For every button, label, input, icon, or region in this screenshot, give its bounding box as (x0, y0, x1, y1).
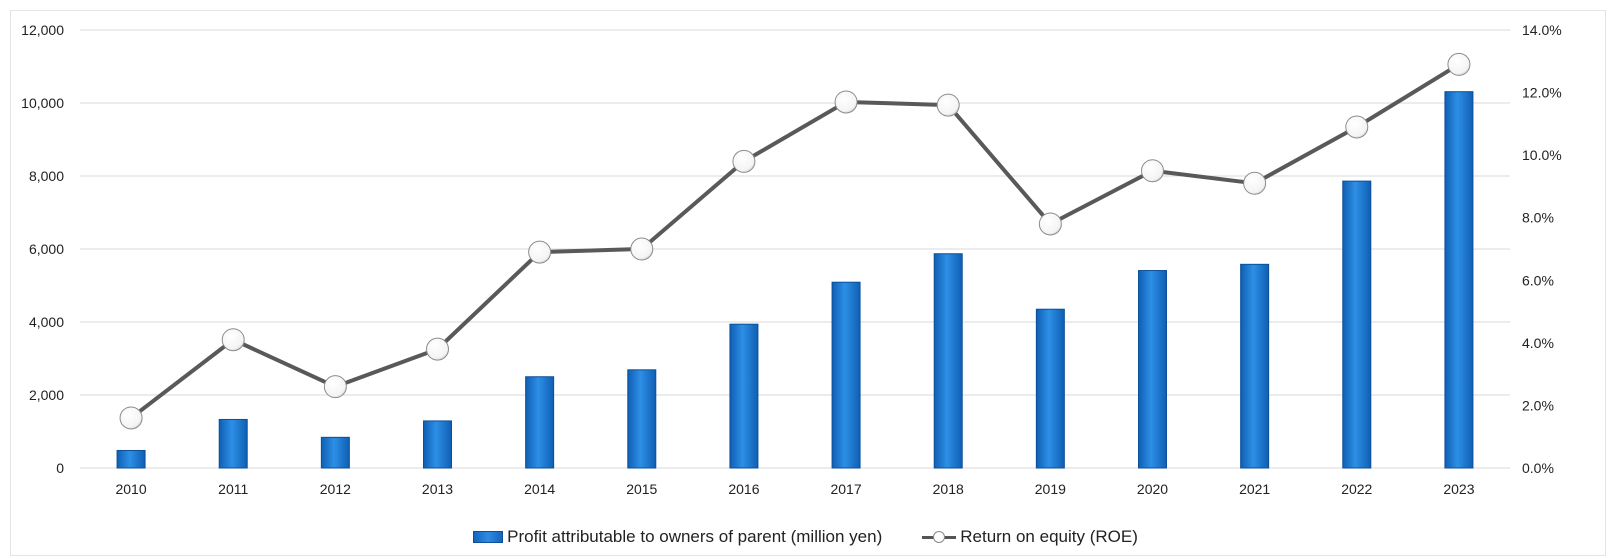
bar (525, 376, 555, 469)
left-tick-label: 4,000 (29, 314, 64, 330)
roe-point (426, 337, 449, 361)
bar (1444, 91, 1474, 469)
x-tick-label: 2019 (1035, 481, 1066, 497)
legend-label-roe: Return on equity (ROE) (960, 527, 1138, 546)
x-tick-label: 2023 (1443, 481, 1474, 497)
bar (320, 436, 350, 469)
right-tick-label: 12.0% (1522, 85, 1562, 101)
x-tick-label: 2022 (1341, 481, 1372, 497)
bar (218, 418, 248, 469)
legend-item-profit: Profit attributable to owners of parent … (473, 527, 882, 547)
legend-line-swatch (922, 530, 957, 544)
x-tick-label: 2010 (115, 481, 146, 497)
legend: Profit attributable to owners of parent … (0, 527, 1611, 547)
bar (1138, 270, 1167, 469)
roe-point (323, 375, 347, 399)
left-tick-label: 10,000 (21, 95, 64, 111)
bar (116, 449, 146, 469)
right-tick-label: 8.0% (1522, 210, 1554, 226)
roe-point (1447, 52, 1471, 76)
roe-point (630, 237, 654, 261)
right-tick-label: 2.0% (1522, 397, 1554, 413)
x-tick-label: 2016 (728, 481, 759, 497)
x-axis-ticks: 2010 2011 2012 2013 2014 2015 2016 2017 2018 2019… (115, 481, 1474, 497)
right-tick-label: 6.0% (1522, 272, 1554, 288)
roe-point (936, 93, 960, 117)
x-tick-label: 2012 (320, 481, 351, 497)
bar (729, 323, 759, 469)
x-tick-label: 2011 (218, 481, 248, 497)
roe-point (1345, 115, 1369, 139)
left-axis-ticks: 0 2,000 4,000 6,000 8,000 10,000 12,000 (21, 22, 64, 476)
roe-line (129, 62, 1460, 420)
x-tick-label: 2020 (1137, 481, 1168, 497)
gridlines (80, 29, 1510, 469)
x-tick-label: 2014 (524, 481, 555, 497)
roe-point (732, 149, 756, 173)
right-axis-ticks: 0.0% 2.0% 4.0% 6.0% 8.0% 10.0% 12.0% 14.0% (1522, 22, 1562, 476)
bar (1342, 180, 1372, 469)
roe-point (1038, 212, 1062, 236)
roe-point (1141, 159, 1164, 183)
bar (831, 281, 861, 469)
bar-series (116, 91, 1474, 469)
legend-item-roe: Return on equity (ROE) (922, 527, 1138, 547)
x-tick-label: 2013 (422, 481, 453, 497)
x-tick-label: 2015 (626, 481, 657, 497)
chart-frame (10, 10, 1606, 556)
left-tick-label: 0 (56, 460, 64, 476)
bar (423, 420, 452, 469)
bar (627, 369, 657, 469)
x-tick-label: 2017 (830, 481, 861, 497)
legend-bar-swatch (473, 531, 504, 543)
bar (1240, 263, 1270, 469)
left-tick-label: 2,000 (29, 387, 64, 403)
right-tick-label: 10.0% (1522, 147, 1562, 163)
roe-point (221, 328, 245, 352)
bar (933, 253, 963, 469)
left-tick-label: 6,000 (29, 241, 64, 257)
right-tick-label: 4.0% (1522, 335, 1554, 351)
left-tick-label: 8,000 (29, 168, 64, 184)
right-tick-label: 0.0% (1522, 460, 1554, 476)
x-tick-label: 2018 (933, 481, 964, 497)
left-tick-label: 12,000 (21, 22, 64, 38)
legend-label-profit: Profit attributable to owners of parent … (507, 527, 883, 546)
roe-point (1243, 171, 1267, 195)
roe-point (834, 90, 858, 114)
bar (1035, 308, 1065, 469)
roe-point (528, 240, 552, 264)
x-tick-label: 2021 (1239, 481, 1270, 497)
line-series (119, 52, 1471, 430)
right-tick-label: 14.0% (1522, 22, 1562, 38)
roe-point (119, 406, 143, 430)
